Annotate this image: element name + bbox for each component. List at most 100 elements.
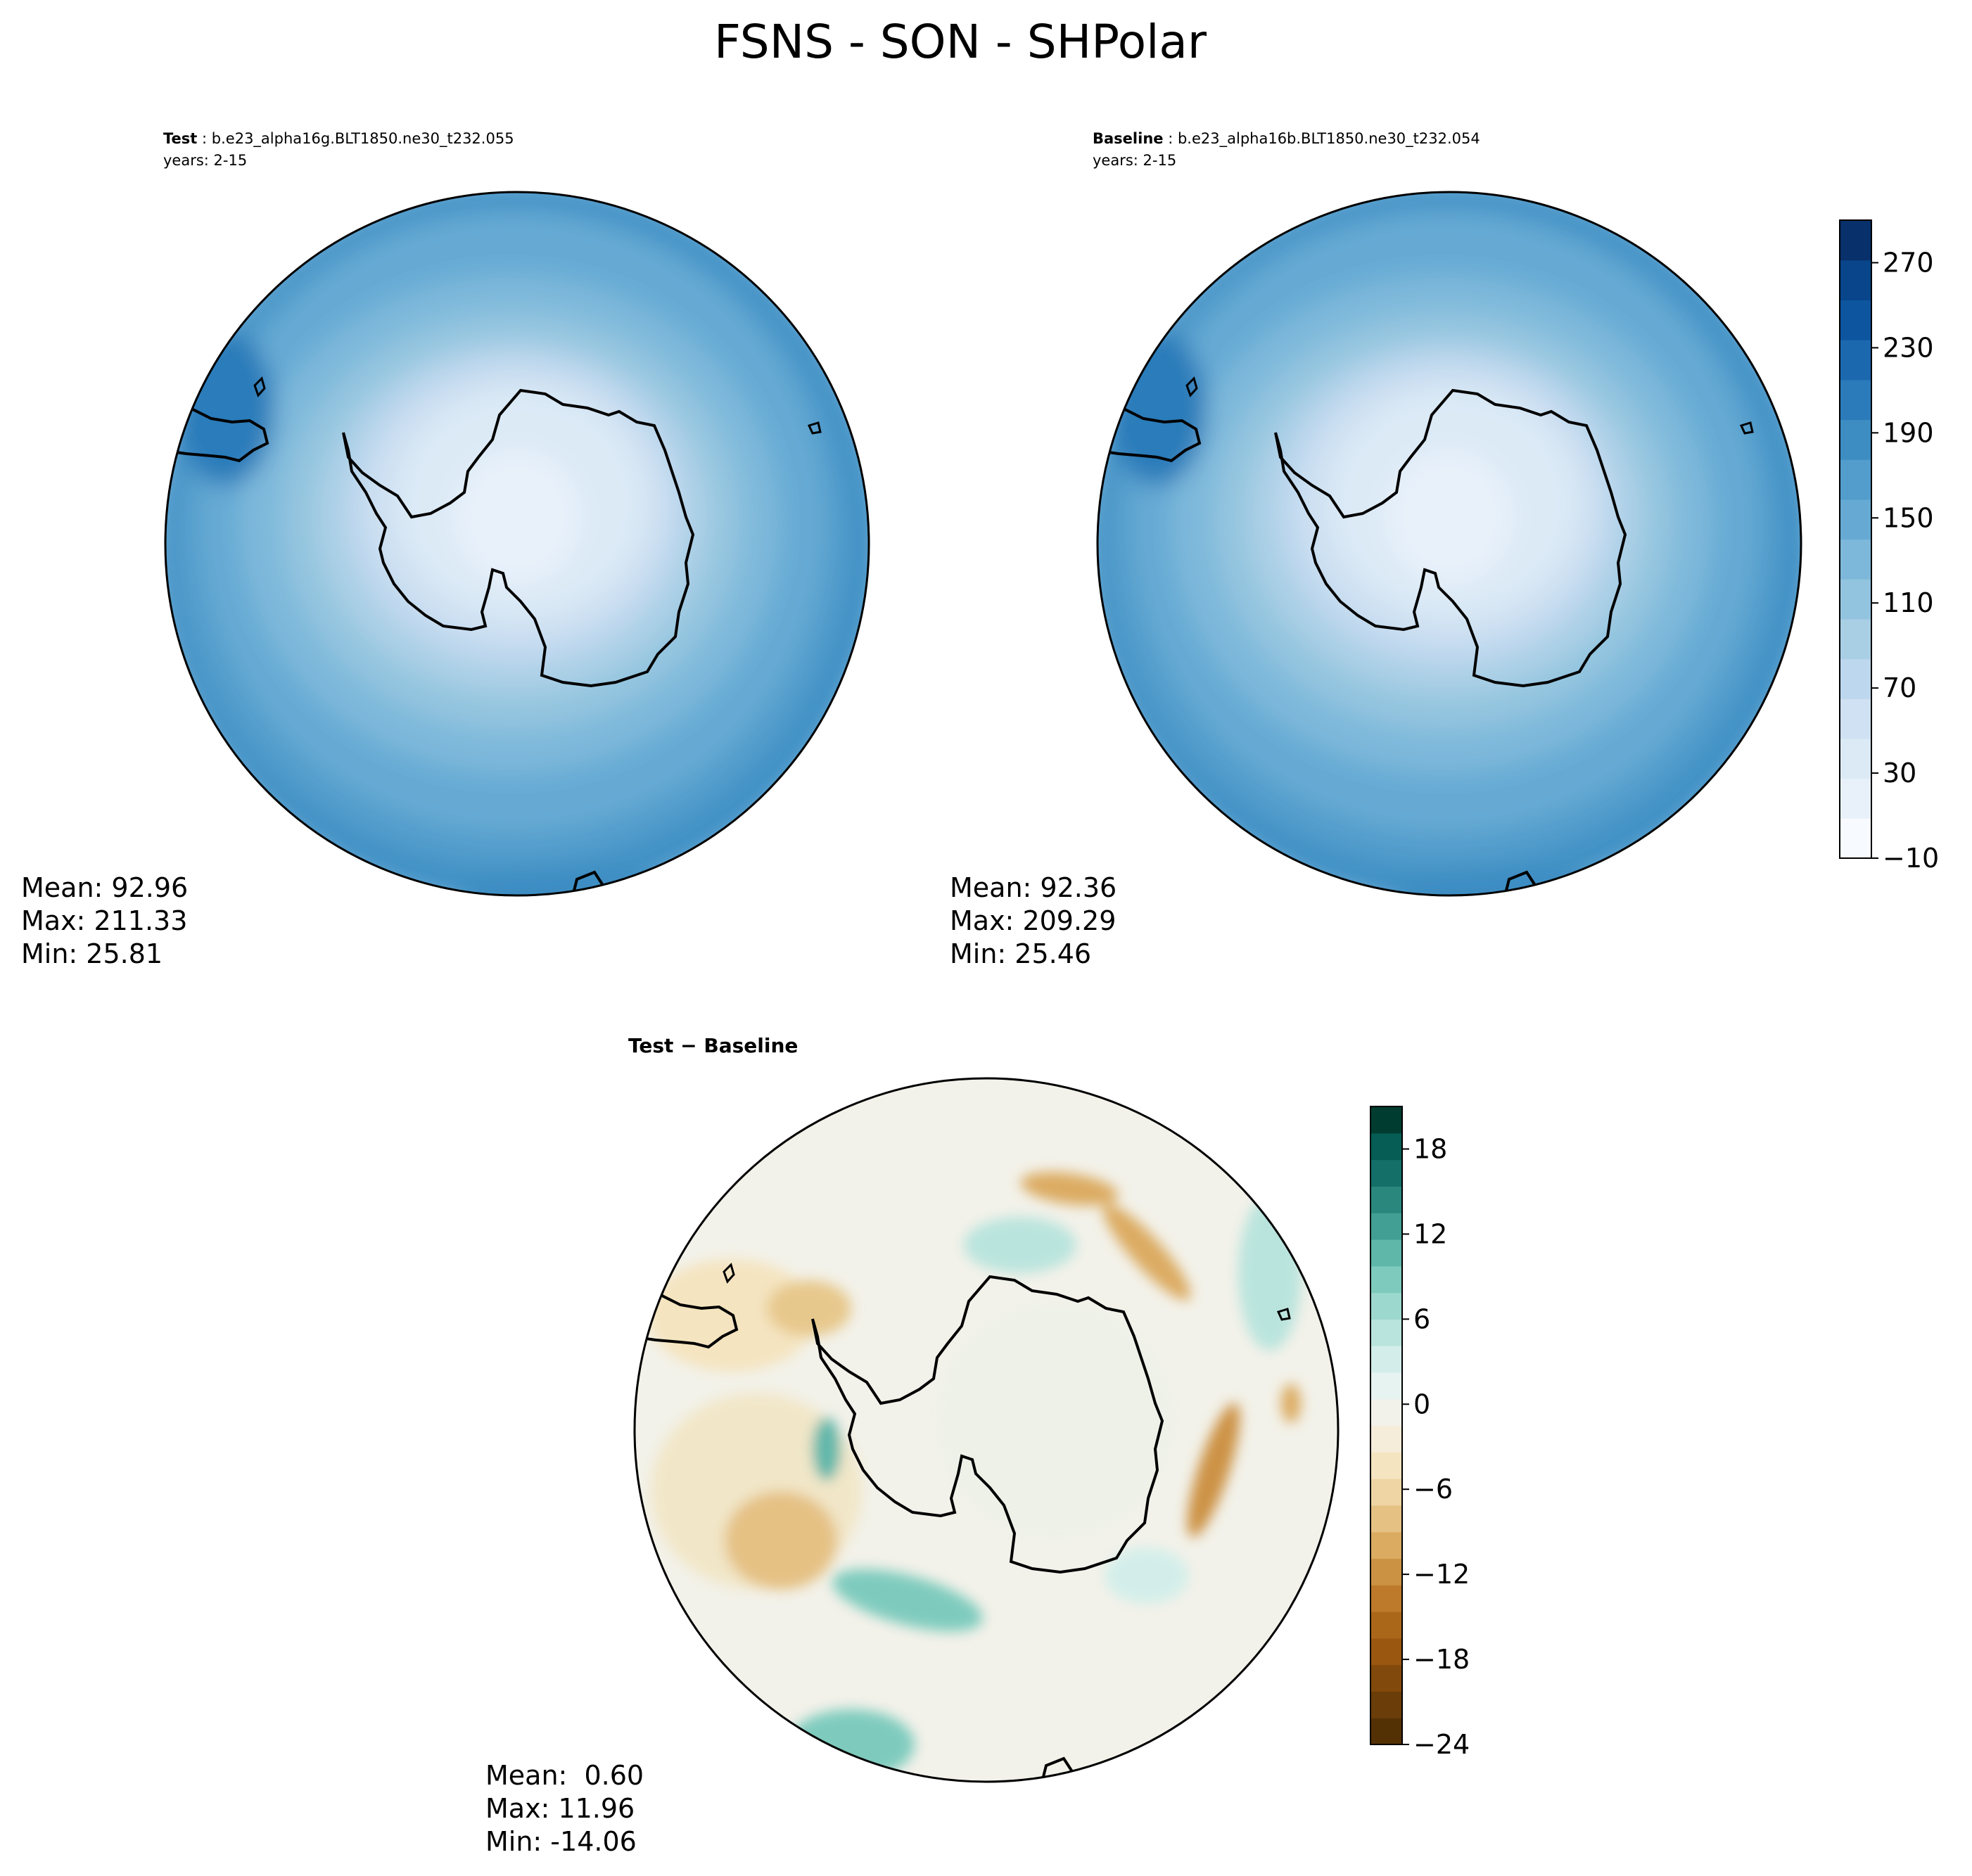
diff-colorbar-segment xyxy=(1370,1425,1402,1453)
diff-colorbar-segment xyxy=(1370,1398,1402,1427)
main-colorbar-segment xyxy=(1840,579,1871,620)
diff-stat-max: Max: 11.96 xyxy=(485,1793,635,1824)
diff-panel: Test − Baseline xyxy=(485,1034,1340,1857)
diff-map-boundary xyxy=(633,1077,1340,1783)
baseline-map-boundary xyxy=(1096,191,1802,897)
main-colorbar-segment xyxy=(1840,260,1871,300)
diff-colorbar-segment xyxy=(1370,1664,1402,1692)
main-colorbar-frame xyxy=(1839,219,1872,859)
diff-colorbar-segment xyxy=(1370,1239,1402,1267)
main-colorbar-tick-label: 110 xyxy=(1883,587,1934,618)
baseline-south-america-coastline xyxy=(1098,403,1202,463)
main-colorbar-segment xyxy=(1840,379,1871,421)
diff-colorbar: 18 12 6 0 −6 −12 −18 −24 xyxy=(1370,1106,1470,1760)
baseline-stat-mean: Mean: 92.36 xyxy=(950,872,1117,903)
main-colorbar-tick-label: 30 xyxy=(1883,758,1916,789)
diff-colorbar-tick-label: 0 xyxy=(1413,1389,1430,1419)
diff-island-coastline-east xyxy=(1276,1308,1291,1321)
main-colorbar: 270 230 190 150 110 70 30 −10 xyxy=(1839,219,1939,874)
test-years: years: 2-15 xyxy=(163,152,247,169)
main-colorbar-segment xyxy=(1840,778,1871,819)
main-colorbar-tick-label: 270 xyxy=(1883,247,1934,278)
test-stat-mean: Mean: 92.96 xyxy=(21,872,188,903)
baseline-map xyxy=(1098,192,1801,895)
test-island-coastline-east xyxy=(807,421,822,435)
main-colorbar-tick-label: 150 xyxy=(1883,502,1934,533)
diff-colorbar-ticks: 18 12 6 0 −6 −12 −18 −24 xyxy=(1402,1133,1470,1760)
diff-colorbar-segment xyxy=(1370,1346,1402,1373)
main-colorbar-segment xyxy=(1840,220,1871,261)
test-stat-max: Max: 211.33 xyxy=(21,905,187,936)
main-colorbar-segment xyxy=(1840,300,1871,340)
main-colorbar-segment xyxy=(1840,459,1871,500)
main-colorbar-tick-label: −10 xyxy=(1883,843,1939,874)
diff-colorbar-segment xyxy=(1370,1718,1402,1745)
baseline-stat-max: Max: 209.29 xyxy=(950,905,1116,936)
diff-colorbar-segment xyxy=(1370,1372,1402,1400)
main-colorbar-segment xyxy=(1840,658,1871,699)
main-colorbar-tick-label: 70 xyxy=(1883,672,1916,703)
test-label: Test xyxy=(163,130,197,147)
baseline-antarctica-coastline xyxy=(1274,388,1627,688)
diff-colorbar-tick-label: −24 xyxy=(1413,1729,1470,1760)
baseline-years: years: 2-15 xyxy=(1093,152,1176,169)
main-colorbar-segment xyxy=(1840,698,1871,739)
diff-colorbar-tick-label: −18 xyxy=(1413,1644,1470,1675)
diff-stat-min: Min: -14.06 xyxy=(485,1826,637,1857)
diff-colorbar-segment xyxy=(1370,1585,1402,1612)
diff-colorbar-segment xyxy=(1370,1691,1402,1718)
diff-colorbar-segment xyxy=(1370,1558,1402,1585)
diff-south-america-coastline xyxy=(635,1289,739,1349)
diff-panel-title: Test − Baseline xyxy=(628,1034,798,1057)
diff-island-coastline xyxy=(723,1263,735,1284)
diff-map xyxy=(635,1078,1338,1782)
diff-colorbar-segment xyxy=(1370,1479,1402,1506)
main-colorbar-segment xyxy=(1840,499,1871,540)
diff-stat-mean: Mean: 0.60 xyxy=(485,1760,644,1791)
test-map xyxy=(165,192,869,895)
diff-colorbar-segment xyxy=(1370,1319,1402,1346)
main-colorbar-ticks: 270 230 190 150 110 70 30 −10 xyxy=(1871,247,1939,874)
diff-field-shading xyxy=(647,1172,1302,1780)
diff-colorbar-segment xyxy=(1370,1159,1402,1187)
test-case-name: b.e23_alpha16g.BLT1850.ne30_t232.055 xyxy=(212,130,514,148)
main-colorbar-segment xyxy=(1840,618,1871,660)
diff-colorbar-tick-label: −12 xyxy=(1413,1559,1470,1590)
test-panel: Test : b.e23_alpha16g.BLT1850.ne30_t232.… xyxy=(21,130,870,969)
diff-colorbar-tick-label: 6 xyxy=(1413,1303,1430,1334)
baseline-field-shading xyxy=(1098,192,1801,895)
baseline-stat-min: Min: 25.46 xyxy=(950,938,1091,969)
test-south-america-coastline xyxy=(165,403,269,463)
test-stat-min: Min: 25.81 xyxy=(21,938,163,969)
test-island-coastline xyxy=(253,376,266,397)
test-panel-title: Test : b.e23_alpha16g.BLT1850.ne30_t232.… xyxy=(163,130,514,148)
test-separator: : xyxy=(202,130,212,147)
diff-colorbar-tick-label: 18 xyxy=(1413,1133,1447,1164)
baseline-panel: Baseline : b.e23_alpha16b.BLT1850.ne30_t… xyxy=(950,130,1802,969)
baseline-separator: : xyxy=(1168,130,1178,147)
main-colorbar-tick-label: 190 xyxy=(1883,417,1934,448)
diff-colorbar-segment xyxy=(1370,1106,1402,1134)
diff-colorbar-segment xyxy=(1370,1531,1402,1559)
diff-colorbar-tick-label: 12 xyxy=(1413,1218,1447,1249)
main-colorbar-segment xyxy=(1840,818,1871,859)
diff-colorbar-segment xyxy=(1370,1132,1402,1161)
main-colorbar-segment xyxy=(1840,738,1871,779)
diff-colorbar-segment xyxy=(1370,1213,1402,1240)
diff-colorbar-tick-label: −6 xyxy=(1413,1474,1453,1505)
diff-colorbar-segment xyxy=(1370,1265,1402,1294)
main-colorbar-tick-label: 230 xyxy=(1883,332,1934,363)
main-colorbar-segments xyxy=(1840,220,1871,859)
baseline-stats: Mean: 92.36 Max: 209.29 Min: 25.46 xyxy=(950,872,1117,969)
diff-stats: Mean: 0.60 Max: 11.96 Min: -14.06 xyxy=(485,1760,644,1857)
main-colorbar-segment xyxy=(1840,419,1871,460)
baseline-panel-title: Baseline : b.e23_alpha16b.BLT1850.ne30_t… xyxy=(1093,130,1480,148)
diff-colorbar-segment xyxy=(1370,1612,1402,1639)
baseline-island-coastline xyxy=(1185,376,1198,397)
diff-colorbar-segment xyxy=(1370,1638,1402,1666)
baseline-label: Baseline xyxy=(1093,130,1164,147)
diff-colorbar-segment xyxy=(1370,1186,1402,1213)
diff-antarctica-coastline xyxy=(811,1275,1164,1574)
diff-colorbar-segment xyxy=(1370,1505,1402,1533)
